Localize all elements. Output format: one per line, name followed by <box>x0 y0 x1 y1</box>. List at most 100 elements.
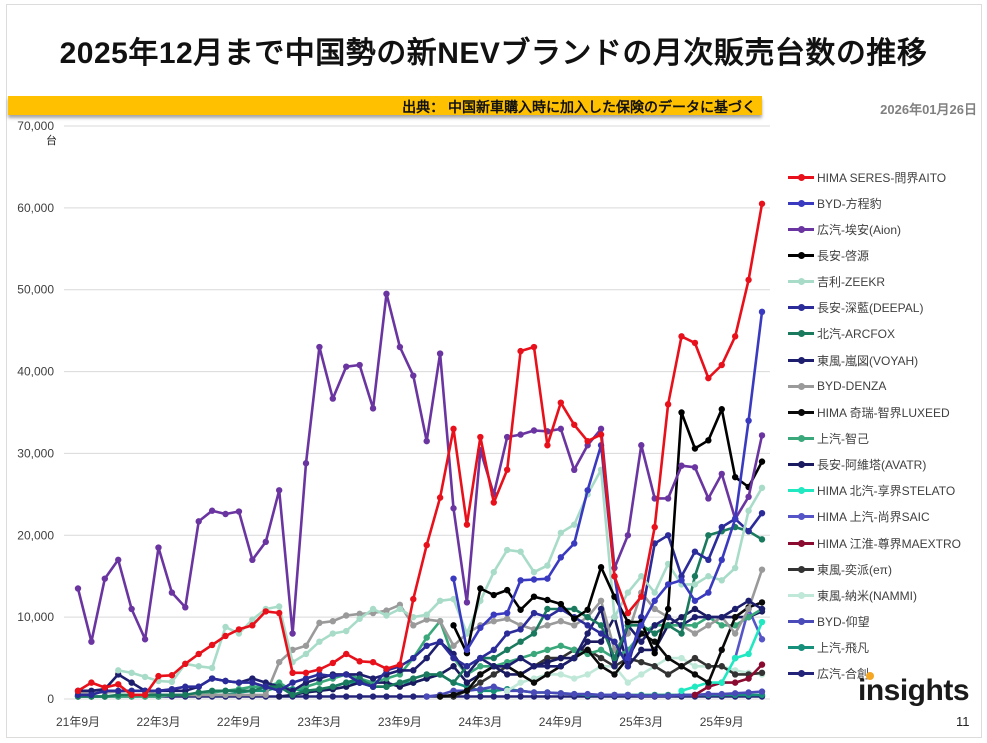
data-point <box>343 671 350 678</box>
data-point <box>731 671 739 678</box>
data-point <box>115 556 122 564</box>
data-point <box>369 658 377 666</box>
data-point <box>436 638 444 645</box>
legend-label: 長安-啓源 <box>817 248 869 263</box>
data-point <box>302 642 310 649</box>
data-point <box>624 589 632 596</box>
data-point <box>235 679 243 686</box>
legend-label: BYD-仰望 <box>817 614 870 629</box>
data-point <box>597 646 605 654</box>
data-point <box>544 442 551 449</box>
data-point <box>705 532 712 539</box>
data-point <box>74 687 82 695</box>
data-point <box>758 484 766 492</box>
data-point <box>651 649 658 657</box>
data-point <box>423 541 430 549</box>
data-point <box>530 609 538 617</box>
data-point <box>651 597 658 604</box>
data-point <box>450 425 457 433</box>
data-point <box>664 581 672 588</box>
data-point <box>329 659 337 667</box>
data-point <box>302 669 310 677</box>
data-point <box>356 679 363 686</box>
data-point <box>490 568 497 576</box>
legend-label: 吉利-ZEEKR <box>817 275 886 290</box>
data-point <box>302 460 310 467</box>
legend-swatch <box>788 251 814 259</box>
data-point <box>745 675 752 682</box>
data-point <box>450 691 457 699</box>
data-point <box>275 687 283 695</box>
y-tick-label: 0 <box>47 692 54 706</box>
data-point <box>758 200 766 207</box>
data-point <box>611 638 618 645</box>
data-point <box>705 589 712 596</box>
data-point <box>410 372 417 379</box>
data-point <box>638 613 645 621</box>
data-point <box>396 343 404 351</box>
data-point <box>463 687 471 695</box>
data-point <box>182 683 189 690</box>
data-point <box>262 608 269 615</box>
data-point <box>436 693 444 700</box>
data-point <box>571 521 578 528</box>
data-point <box>356 693 363 700</box>
legend-label: 長安-深藍(DEEPAL) <box>817 301 924 316</box>
data-point <box>195 683 202 690</box>
data-point <box>530 630 538 637</box>
data-point <box>222 632 229 640</box>
data-point <box>638 573 645 580</box>
data-point <box>235 508 243 515</box>
data-point <box>463 599 471 606</box>
data-point <box>691 683 699 690</box>
data-point <box>302 675 310 682</box>
data-point <box>678 577 685 584</box>
data-point <box>530 343 538 351</box>
legend-swatch <box>788 565 814 573</box>
data-point <box>678 613 685 621</box>
legend-item: HIMA SERES-問界AITO <box>788 164 961 190</box>
x-tick-label: 23年9月 <box>378 715 422 729</box>
data-point <box>396 605 404 613</box>
logo-dot <box>866 672 874 680</box>
data-point <box>477 679 484 686</box>
data-point <box>664 560 672 568</box>
x-tick-label: 22年9月 <box>217 715 261 729</box>
data-point <box>410 595 417 603</box>
data-point <box>316 671 323 678</box>
data-point <box>450 642 457 649</box>
data-point <box>369 605 377 613</box>
data-point <box>410 693 417 700</box>
data-point <box>182 604 189 611</box>
data-point <box>731 630 739 637</box>
data-point <box>503 615 511 622</box>
legend-item: 長安-啓源 <box>788 242 961 268</box>
data-point <box>74 585 82 592</box>
data-point <box>356 610 363 618</box>
y-tick-label: 30,000 <box>17 446 54 460</box>
data-point <box>275 658 283 666</box>
data-point <box>691 445 699 452</box>
data-point <box>611 593 618 600</box>
data-point <box>262 538 269 546</box>
data-point <box>745 605 752 613</box>
data-point <box>611 573 618 580</box>
data-point <box>664 532 672 539</box>
data-point <box>557 529 565 537</box>
data-point <box>343 627 350 635</box>
data-point <box>517 577 524 584</box>
data-point <box>450 622 457 629</box>
data-point <box>222 510 229 518</box>
data-point <box>530 593 538 600</box>
data-point <box>758 432 766 439</box>
legend-item: 吉利-ZEEKR <box>788 269 961 295</box>
data-point <box>678 687 685 695</box>
legend-item: 長安-阿維塔(AVATR) <box>788 452 961 478</box>
data-point <box>544 622 551 629</box>
data-point <box>651 589 658 596</box>
data-point <box>503 586 511 594</box>
data-point <box>490 654 497 662</box>
legend-label: 東風-納米(NAMMI) <box>817 588 917 603</box>
legend-label: 東風-奕派(eπ) <box>817 562 892 577</box>
data-point <box>638 442 645 449</box>
